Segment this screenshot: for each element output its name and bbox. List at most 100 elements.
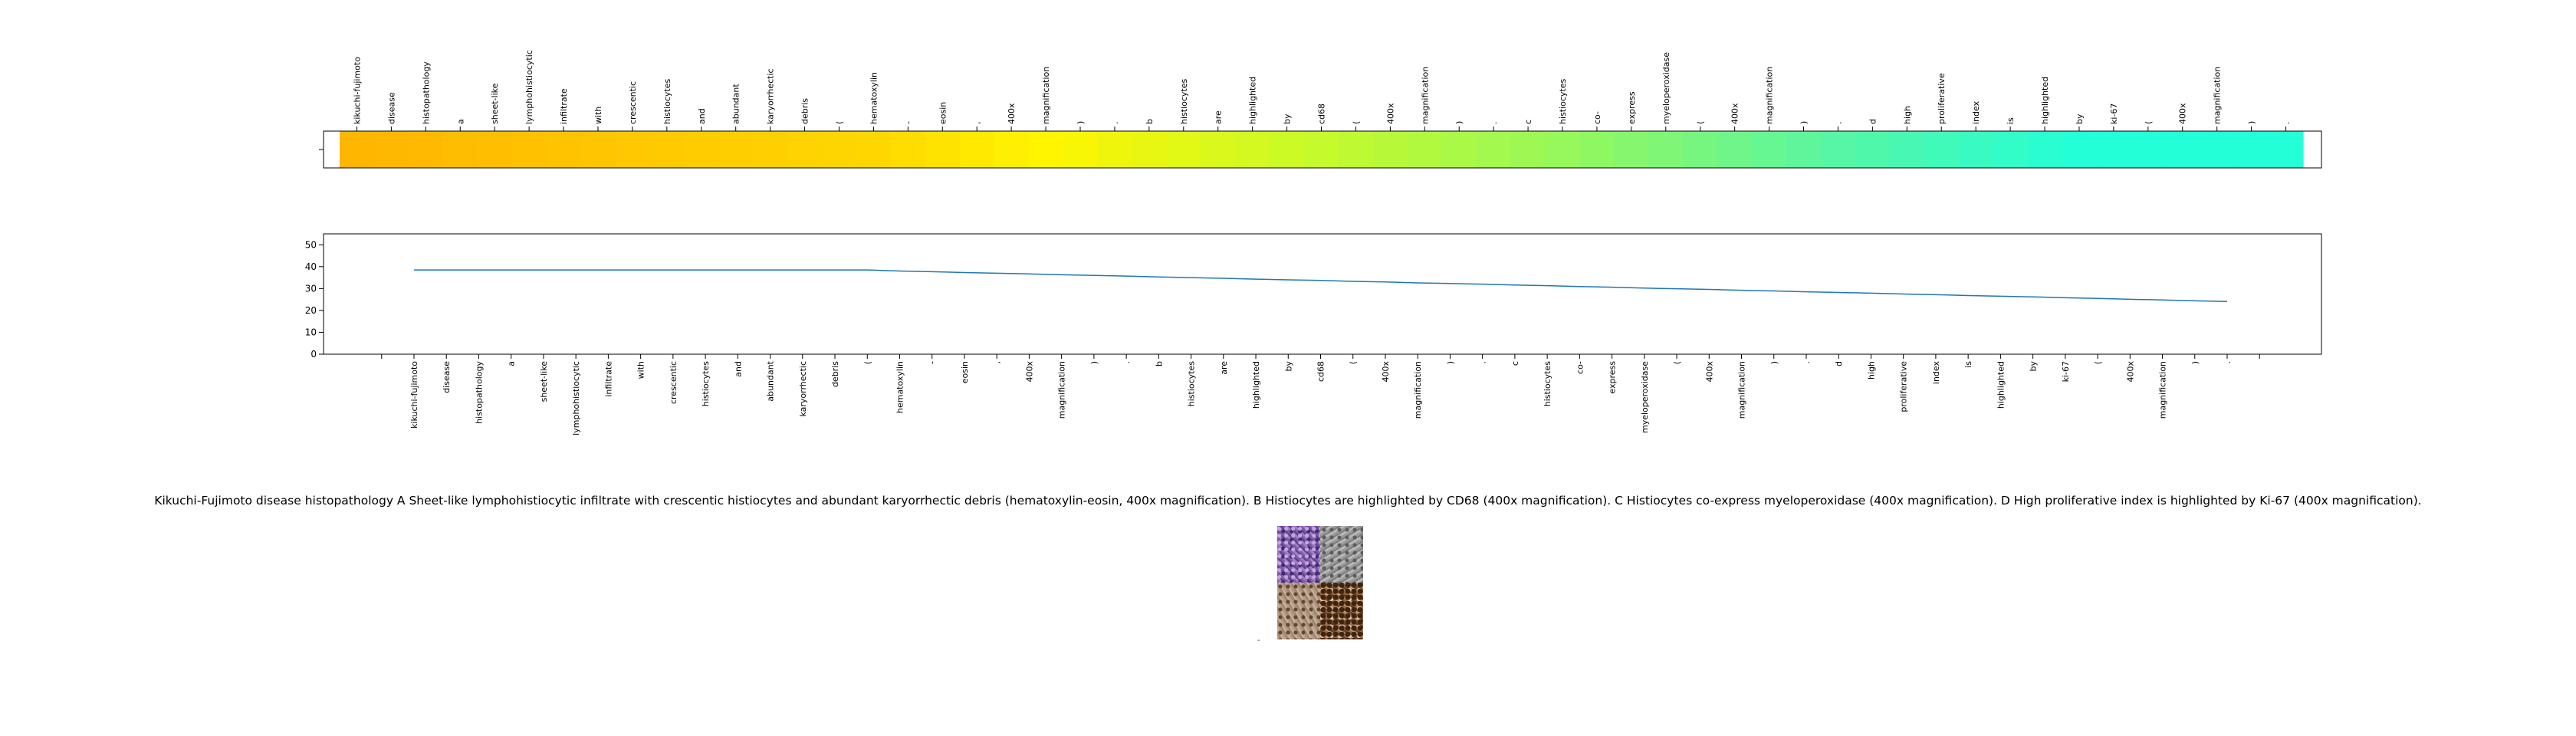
y-tick-label: 20: [305, 305, 317, 316]
heatmap-cell: [373, 131, 409, 168]
heatmap-cell: [1683, 131, 1718, 168]
heatmap-cell: [1993, 131, 2029, 168]
heatmap-x-ticks: kikuchi-fujimoto disease histopathology a sh…: [353, 50, 2292, 131]
heatmap-cell: [340, 131, 375, 168]
heatmap-token-label: myeloperoxidase: [1661, 52, 1671, 124]
heatmap-token-label: (: [835, 121, 845, 124]
heatmap-token-label: c: [1523, 120, 1533, 124]
heatmap-cell: [649, 131, 685, 168]
heatmap-token-label: karyorrhectic: [766, 68, 776, 124]
x-tick-label: eosin: [960, 361, 970, 383]
heatmap-token-label: histiocytes: [662, 79, 672, 124]
heatmap-cell: [822, 131, 857, 168]
x-tick-label: (: [1349, 361, 1359, 364]
x-tick-label: crescentic: [669, 361, 678, 404]
heatmap-token-label: disease: [386, 92, 396, 124]
x-tick-label: infiltrate: [603, 361, 613, 397]
heatmap-token-label: magnification: [2213, 67, 2223, 124]
x-tick-label: histiocytes: [1187, 361, 1197, 406]
heatmap-token-label: 400x: [1730, 103, 1740, 124]
y-tick-label: 0: [310, 349, 317, 360]
heatmap-cell: [580, 131, 616, 168]
x-tick-label: b: [1154, 361, 1164, 366]
heatmap-token-label: with: [593, 107, 603, 124]
x-tick-label: hematoxylin: [895, 361, 905, 413]
heatmap-cell: [787, 131, 823, 168]
heatmap-cell: [1132, 131, 1167, 168]
x-tick-label: .: [2223, 361, 2233, 364]
heatmap-cell: [408, 131, 444, 168]
heatmap-token-label: ): [1076, 121, 1086, 124]
heatmap-token-label: ): [1454, 121, 1464, 124]
x-tick-label: disease: [442, 361, 452, 393]
x-tick-label: kikuchi-fujimoto: [409, 361, 419, 429]
line-chart-x-axis: kikuchi-fujimoto disease histopathology a sh…: [381, 354, 2260, 435]
x-tick-label: highlighted: [1996, 361, 2006, 409]
heatmap-cell: [684, 131, 719, 168]
token-heatmap: kikuchi-fujimoto disease histopathology a sh…: [319, 50, 2322, 169]
heatmap-cell: [2131, 131, 2166, 168]
heatmap-cell: [1372, 131, 1408, 168]
figure-mark: -: [1257, 636, 1260, 645]
heatmap-token-label: debris: [800, 98, 810, 124]
heatmap-cell: [1924, 131, 1960, 168]
x-tick-label: magnification: [1057, 361, 1067, 419]
heatmap-token-label: histiocytes: [1179, 79, 1189, 124]
heatmap-cell: [1270, 131, 1305, 168]
heatmap-token-label: b: [1145, 119, 1155, 124]
x-tick-label: magnification: [1737, 361, 1747, 419]
x-tick-label: by: [1283, 361, 1293, 372]
heatmap-cell: [1028, 131, 1064, 168]
heatmap-cell: [477, 131, 513, 168]
heatmap-cell: [1441, 131, 1477, 168]
heatmap-cell: [856, 131, 892, 168]
heatmap-cell: [1063, 131, 1099, 168]
heatmap-token-label: highlighted: [2040, 77, 2050, 124]
heatmap-token-label: by: [1283, 113, 1293, 124]
x-tick-label: myeloperoxidase: [1640, 361, 1650, 433]
x-tick-label: .: [1122, 361, 1132, 364]
heatmap-cell: [1717, 131, 1753, 168]
x-tick-label: -: [928, 361, 938, 364]
heatmap-token-label: ki-67: [2109, 104, 2119, 124]
panel-d-ki67-image: [1320, 583, 1363, 639]
heatmap-token-label: cd68: [1317, 104, 1327, 124]
heatmap-cell: [1235, 131, 1270, 168]
heatmap-cell: [2234, 131, 2269, 168]
heatmap-cell: [1786, 131, 1822, 168]
heatmap-token-label: (: [2144, 121, 2154, 124]
heatmap-token-label: 400x: [1385, 103, 1395, 124]
heatmap-token-label: lymphohistiocytic: [524, 50, 534, 124]
x-tick-label: abundant: [766, 360, 776, 401]
heatmap-cell: [2269, 131, 2304, 168]
heatmap-cell: [511, 131, 547, 168]
heatmap-token-label: magnification: [1041, 67, 1051, 124]
heatmap-cell: [1820, 131, 1856, 168]
heatmap-token-label: .: [1833, 122, 1843, 125]
x-tick-label: are: [1219, 361, 1229, 375]
x-tick-label: .: [1802, 361, 1812, 364]
heatmap-cell: [1510, 131, 1546, 168]
heatmap-token-label: magnification: [1765, 67, 1775, 124]
x-tick-label: (: [2093, 361, 2103, 364]
heatmap-token-label: (: [1351, 121, 1361, 124]
heatmap-token-label: 400x: [2178, 103, 2188, 124]
panel-b-cd68-image: [1320, 526, 1363, 583]
x-tick-label: a: [507, 361, 517, 366]
x-tick-label: histiocytes: [701, 361, 711, 406]
line-chart-y-axis: 0 10 20 30 40 50: [305, 239, 324, 360]
y-tick-label: 40: [305, 261, 317, 272]
x-tick-label: ki-67: [2061, 361, 2071, 382]
heatmap-token-label: 400x: [1007, 103, 1017, 124]
x-tick-label: with: [636, 361, 646, 379]
x-tick-label: karyorrhectic: [798, 361, 808, 417]
heatmap-token-label: histopathology: [421, 61, 431, 124]
heatmap-cell: [1407, 131, 1443, 168]
x-tick-label: sheet-like: [539, 361, 549, 402]
heatmap-token-label: infiltrate: [559, 88, 569, 124]
heatmap-token-label: .: [2282, 122, 2292, 125]
heatmap-cell: [2096, 131, 2131, 168]
heatmap-cell: [1201, 131, 1236, 168]
heatmap-cell: [959, 131, 995, 168]
x-tick-label: co-: [1575, 361, 1585, 374]
